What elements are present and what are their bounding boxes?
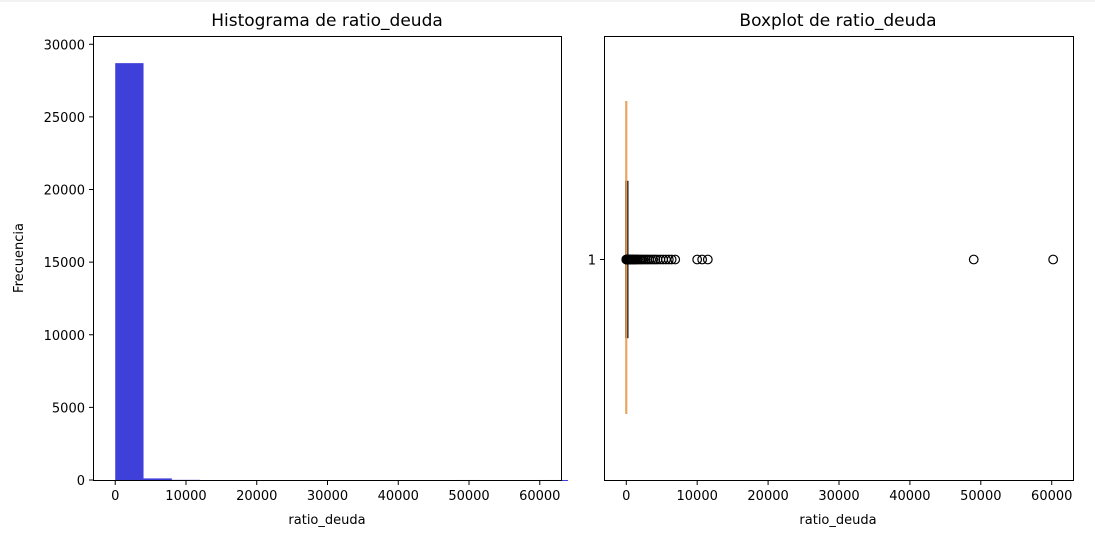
outlier-point [702, 254, 713, 265]
boxplot-panel: Boxplot de ratio_deuda 0 10000 20000 30000 4… [588, 11, 1074, 528]
outlier-point [1048, 254, 1059, 265]
histogram-xlabel: ratio_deuda [288, 513, 365, 528]
boxplot-xlabel: ratio_deuda [799, 513, 876, 528]
outlier-point [666, 254, 677, 265]
histogram-bars [115, 63, 569, 481]
x-tick-label: 20000 [236, 489, 277, 504]
boxplot-x-ticks: 0 10000 20000 30000 40000 50000 60000 [622, 480, 1072, 504]
y-tick-label: 25000 [44, 111, 85, 126]
histogram-bar [143, 478, 172, 480]
outlier-point [968, 254, 979, 265]
histogram-panel: Histograma de ratio_deuda 0 10000 20000 300… [12, 11, 569, 528]
y-tick-label: 1 [588, 254, 596, 269]
histogram-ylabel: Frecuencia [12, 223, 27, 293]
x-tick-label: 40000 [889, 489, 930, 504]
boxplot-title: Boxplot de ratio_deuda [739, 11, 936, 31]
y-tick-label: 0 [77, 474, 85, 489]
histogram-frame [93, 36, 562, 481]
y-tick-label: 15000 [44, 256, 85, 271]
outlier-point [692, 254, 703, 265]
x-tick-label: 10000 [165, 489, 206, 504]
x-tick-label: 50000 [960, 489, 1001, 504]
histogram-bar [115, 63, 144, 481]
x-tick-label: 60000 [519, 489, 560, 504]
x-tick-label: 20000 [747, 489, 788, 504]
histogram-y-ticks: 0 5000 10000 15000 20000 25000 30000 [44, 38, 94, 489]
x-tick-label: 0 [622, 489, 630, 504]
x-tick-label: 40000 [378, 489, 419, 504]
x-tick-label: 0 [111, 489, 119, 504]
top-divider [0, 0, 1095, 2]
x-tick-label: 30000 [818, 489, 859, 504]
outlier-point [663, 254, 674, 265]
histogram-title: Histograma de ratio_deuda [211, 11, 443, 31]
y-tick-label: 20000 [44, 184, 85, 199]
y-tick-label: 5000 [52, 401, 85, 416]
outlier-point [661, 254, 671, 265]
boxplot-y-ticks: 1 [588, 254, 605, 269]
x-tick-label: 10000 [677, 489, 718, 504]
y-tick-label: 30000 [44, 38, 85, 53]
histogram-x-ticks: 0 10000 20000 30000 40000 50000 60000 [111, 480, 560, 504]
x-tick-label: 30000 [307, 489, 348, 504]
x-tick-label: 60000 [1031, 489, 1072, 504]
boxplot-outliers [621, 254, 1059, 265]
outlier-point [670, 254, 681, 265]
x-tick-label: 50000 [448, 489, 489, 504]
y-tick-label: 10000 [44, 329, 85, 344]
boxplot-frame [604, 36, 1074, 481]
outlier-point [697, 254, 708, 265]
